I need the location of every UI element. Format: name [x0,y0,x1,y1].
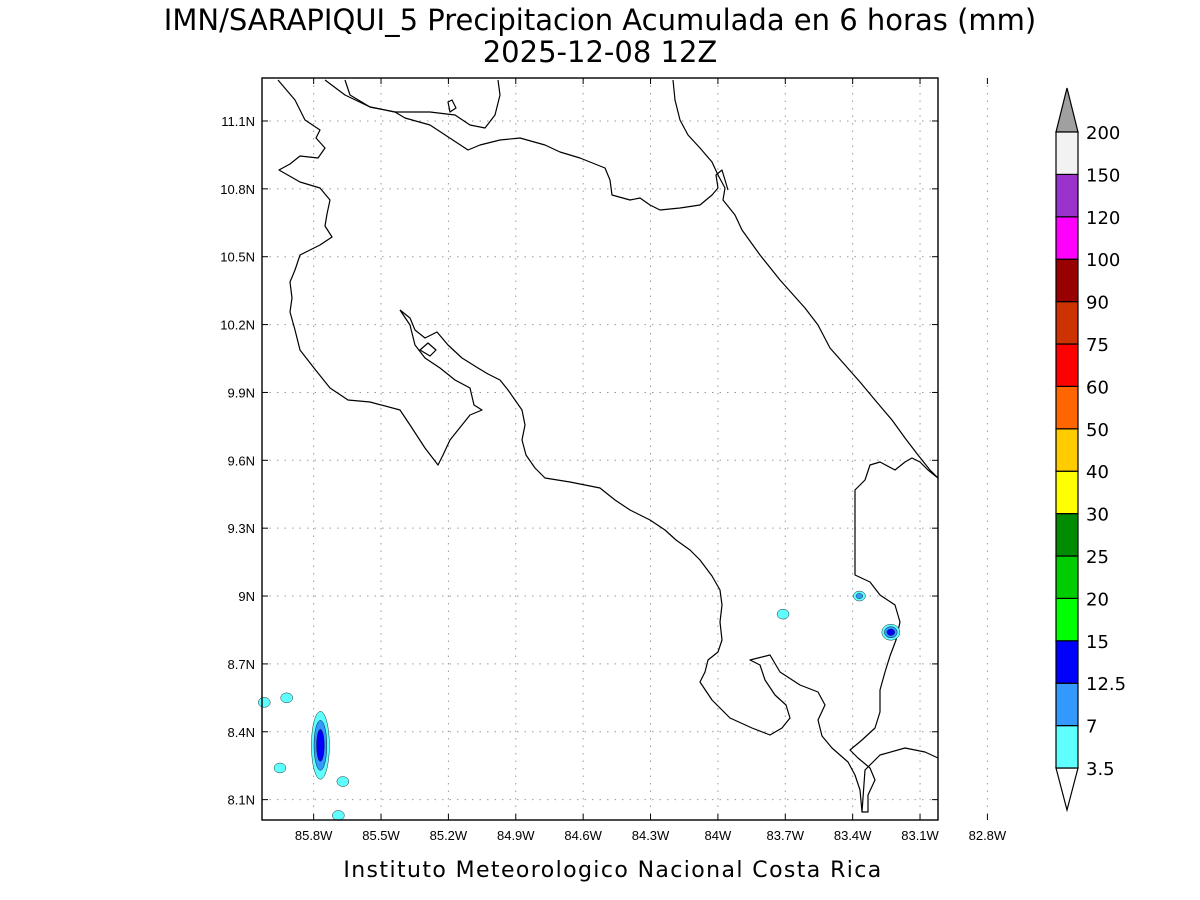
colorbar-label: 3.5 [1086,759,1115,780]
colorbar-swatch [1055,597,1079,642]
nicaragua-border [324,79,719,211]
panama-border [861,747,939,813]
lat-tick-label: 8.4N [228,725,255,740]
lon-tick-label: 84.3W [632,828,670,843]
lake-island [447,99,457,113]
colorbar-swatch [1055,724,1079,769]
lat-tick-label: 9N [238,589,255,604]
precip-contour-band [280,692,293,704]
precip-cell [776,608,790,620]
precip-cell [258,697,271,708]
map-axes: 85.8W 85.5W 85.2W 84.9W 84.6W 84.3W 84W 83.7W 83… [220,78,1007,843]
colorbar-label: 7 [1086,717,1097,738]
precip-contour-band [258,697,271,708]
lat-tick-label: 10.2N [220,318,255,333]
lat-tick-label: 9.6N [228,453,255,468]
colorbar-label: 100 [1086,250,1120,271]
colorbar-label: 40 [1086,462,1109,483]
precip-cell [853,590,866,602]
colorbar-swatch [1055,173,1079,218]
title-line-1: IMN/SARAPIQUI_5 Precipitacion Acumulada … [164,3,1036,37]
nicoya-gulf-island [419,342,437,357]
precipitation-layer [258,590,901,821]
colorbar-swatch [1055,640,1079,684]
coastline-north [277,79,483,466]
colorbar-label: 120 [1086,208,1120,229]
lon-tick-label: 85.5W [362,828,400,843]
lon-tick-label: 85.2W [430,828,468,843]
coastline-caribbean [672,79,939,479]
colorbar-label: 30 [1086,505,1109,526]
lon-tick-label: 82.8W [969,828,1007,843]
lat-tick-label: 10.5N [220,250,255,265]
coastline-central [399,309,939,813]
precip-contour-band [855,593,863,599]
credit-text: Instituto Meteorologico Nacional Costa R… [343,858,882,883]
precip-cell [332,810,345,821]
precip-contour-band [776,608,790,620]
coastline [277,79,939,813]
colorbar-swatch [1055,682,1079,727]
colorbar-label: 15 [1086,632,1109,653]
colorbar-swatch [1055,216,1079,260]
precip-cell [273,762,287,774]
colorbar-swatch [1055,428,1079,472]
lake-nicaragua-edge [344,79,501,129]
precip-cell [336,776,350,787]
colorbar-label: 200 [1086,123,1120,144]
colorbar-swatch [1055,343,1079,388]
lat-tick-label: 10.8N [220,182,255,197]
colorbar-swatch [1055,385,1079,430]
colorbar-label: 60 [1086,377,1109,398]
colorbar-swatch [1055,512,1079,557]
colorbar-label: 50 [1086,420,1109,441]
colorbar: 3.5 7 12.5 15 20 25 30 40 50 60 75 90 100 120 150 200 [1055,87,1126,813]
lon-tick-label: 83.4W [834,828,872,843]
lon-tick-label: 83.1W [901,828,939,843]
precip-cell [280,692,293,704]
precip-cell [881,624,901,641]
lat-tick-label: 8.1N [228,793,255,808]
colorbar-swatch [1055,131,1079,176]
precip-contour-band [886,628,895,636]
map-frame [261,77,939,821]
precip-contour-band [336,776,350,787]
lon-tick-label: 83.7W [766,828,804,843]
colorbar-label: 12.5 [1086,674,1126,695]
lat-tick-label: 11.1N [221,114,255,129]
caribbean-bay [715,169,729,191]
colorbar-label: 25 [1086,547,1109,568]
lat-tick-label: 9.3N [228,521,255,536]
precip-contour-band [316,729,325,762]
lon-tick-label: 85.8W [295,828,333,843]
colorbar-label: 90 [1086,293,1109,314]
colorbar-label: 20 [1086,589,1109,610]
colorbar-swatch [1055,301,1079,345]
lat-tick-label: 8.7N [228,657,255,672]
map-gridlines [262,78,988,820]
colorbar-label: 150 [1086,165,1120,186]
colorbar-over-arrow [1055,87,1079,133]
colorbar-swatch [1055,258,1079,303]
colorbar-under-arrow [1055,767,1079,813]
lon-tick-label: 84W [705,828,732,843]
title-line-2: 2025-12-08 12Z [483,35,718,69]
lon-tick-label: 84.6W [564,828,602,843]
lon-tick-label: 84.9W [497,828,535,843]
lat-tick-label: 9.9N [228,385,255,400]
colorbar-label: 75 [1086,335,1109,356]
colorbar-swatch [1055,555,1079,600]
precip-cell [311,711,330,780]
precip-contour-band [332,810,345,821]
precip-contour-band [273,762,287,774]
colorbar-swatch [1055,470,1079,515]
